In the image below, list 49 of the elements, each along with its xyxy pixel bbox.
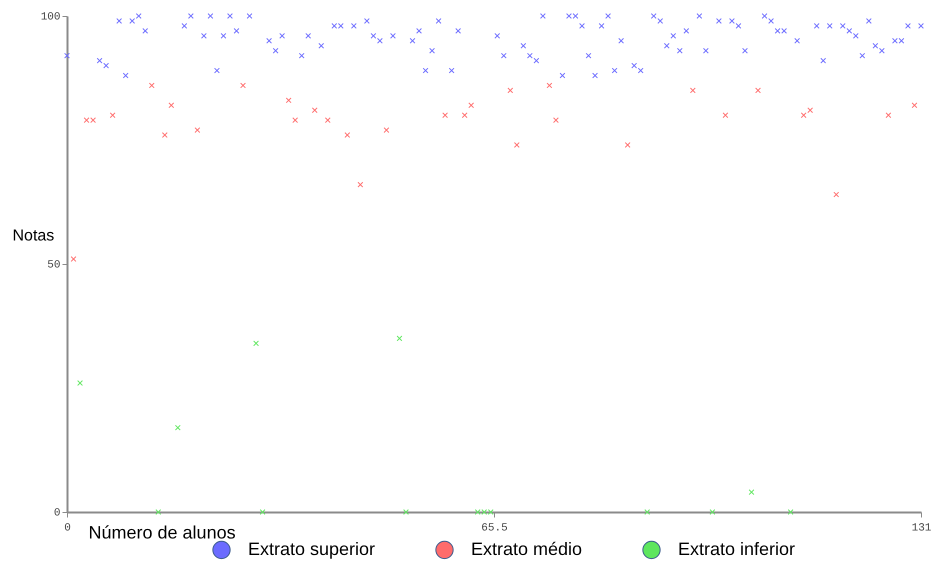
point [396,336,402,342]
point [403,509,409,515]
legend-label: Extrato superior [248,538,376,559]
legend-label: Extrato médio [471,538,582,559]
point [546,82,552,88]
legend-label: Extrato inferior [678,538,796,559]
y-tick-label: 100 [40,12,60,24]
point [358,182,364,188]
x-tick-label: 0 [64,522,71,534]
point [384,127,390,133]
point [462,112,468,118]
point [260,509,266,515]
y-tick-label: 50 [47,260,60,272]
point [253,340,259,346]
point [748,489,754,495]
x-axis-title: Número de alunos [88,522,236,542]
point [312,108,318,113]
point [325,117,330,123]
point [886,112,892,118]
point [84,117,90,123]
point [175,424,181,430]
x-tick-label: 131 [912,522,932,534]
point [240,82,246,88]
point [110,112,116,118]
point [755,88,761,94]
point [624,142,630,148]
y-tick-label: 0 [54,508,60,520]
x-tick-label: 65.5 [481,522,508,534]
point [553,117,559,123]
point [468,102,474,108]
point [168,102,174,108]
point [788,509,794,515]
y-axis-title: Notas [12,228,54,244]
point [286,98,292,104]
point [90,117,96,123]
point [508,88,514,94]
point [710,509,716,515]
point [344,132,350,138]
point [800,112,806,118]
point [722,112,728,118]
point [162,132,168,138]
point [77,380,83,386]
point [292,117,298,123]
point [690,88,696,94]
point [194,127,200,133]
point [807,108,813,113]
point [514,142,520,148]
point [442,112,448,118]
point [70,256,76,262]
